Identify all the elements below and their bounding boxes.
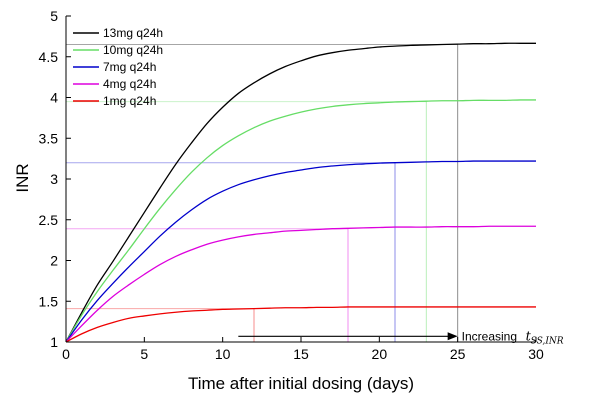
x-tick-label: 25 [450, 346, 466, 362]
y-tick-label: 1.5 [39, 293, 59, 309]
steady-state-reference-lines [66, 44, 459, 342]
y-tick-label: 2.5 [39, 212, 59, 228]
y-tick-label: 5 [50, 8, 58, 24]
legend: 13mg q24h 10mg q24h 7mg q24h 4mg q24h 1mg q2… [73, 26, 163, 108]
x-axis-title: Time after initial dosing (days) [188, 374, 414, 393]
x-tick-label: 15 [293, 346, 309, 362]
series-line [65, 99, 537, 343]
x-tick-label: 10 [215, 346, 231, 362]
legend-label: 10mg q24h [103, 43, 163, 57]
legend-label: 4mg q24h [103, 77, 156, 91]
y-tick-label: 1 [50, 334, 58, 350]
x-axis-ticks: 0 5 10 15 20 25 30 [62, 337, 544, 362]
x-tick-label: 0 [62, 346, 70, 362]
y-axis-title: INR [13, 163, 32, 192]
series-line [65, 225, 536, 343]
series-line [65, 306, 536, 343]
legend-label: 7mg q24h [103, 60, 156, 74]
series-line [65, 42, 536, 343]
increasing-tss-annotation: Increasing t SS,INR [238, 329, 564, 346]
x-tick-label: 30 [528, 346, 544, 362]
annotation-text: Increasing [462, 329, 517, 343]
y-tick-label: 2 [50, 253, 58, 269]
series-line [65, 160, 536, 343]
increasing-arrowhead [447, 332, 458, 341]
y-axis-ticks: 1 1.5 2 2.5 3 3.5 4 4.5 5 [39, 8, 71, 350]
annotation-subscript: SS,INR [531, 336, 564, 346]
y-tick-label: 4 [50, 90, 58, 106]
x-tick-label: 20 [372, 346, 388, 362]
y-tick-label: 3 [50, 171, 58, 187]
annotation-symbol: t [526, 329, 532, 344]
legend-label: 13mg q24h [103, 26, 163, 40]
legend-label: 1mg q24h [103, 94, 156, 108]
y-tick-label: 3.5 [39, 130, 59, 146]
y-tick-label: 4.5 [39, 49, 59, 65]
inr-curves [65, 42, 537, 343]
x-tick-label: 5 [140, 346, 148, 362]
